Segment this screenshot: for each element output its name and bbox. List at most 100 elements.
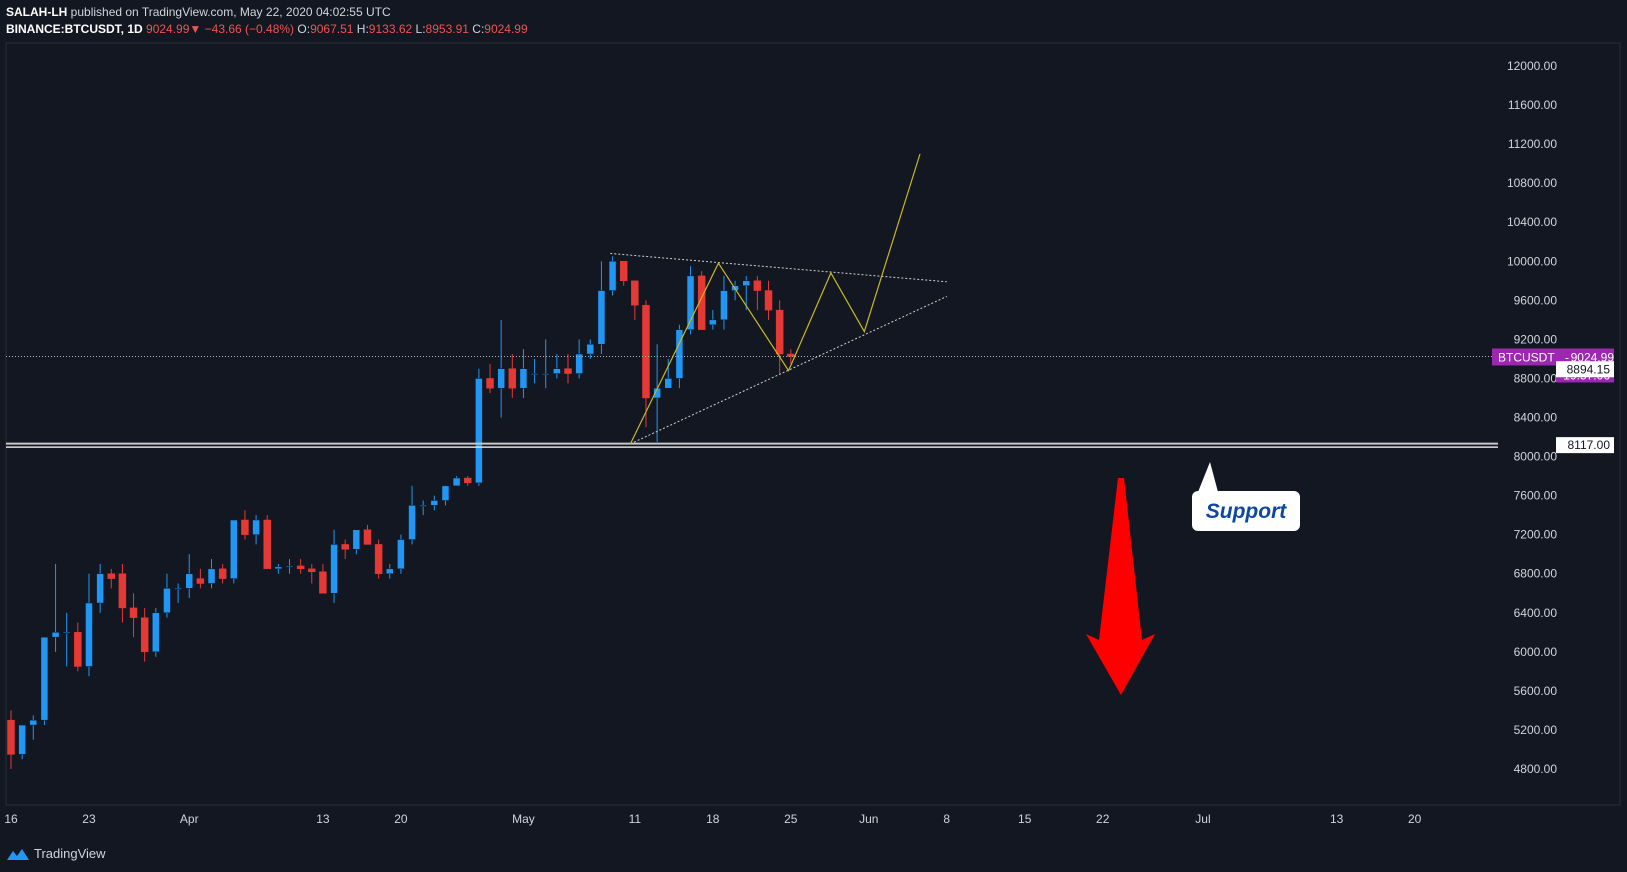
candle-body xyxy=(263,519,271,570)
candle xyxy=(185,554,193,599)
candle-body xyxy=(430,500,439,506)
candle xyxy=(486,363,494,394)
candle-body xyxy=(597,290,606,345)
candle xyxy=(363,524,372,545)
candle-body xyxy=(252,519,260,535)
author-name[interactable]: SALAH-LH xyxy=(6,5,68,19)
candle-body xyxy=(185,573,193,589)
candle xyxy=(196,568,205,589)
y-tick-label: 10000.00 xyxy=(1507,254,1557,268)
candle-body xyxy=(51,632,60,638)
symbol-name[interactable]: BINANCE:BTCUSDT, 1D xyxy=(6,22,143,36)
candle-body xyxy=(341,544,349,550)
candle-body xyxy=(140,617,149,653)
candle-body xyxy=(664,378,673,389)
candle xyxy=(285,559,294,574)
projection-path[interactable] xyxy=(629,153,921,445)
candle xyxy=(152,607,160,657)
candle xyxy=(408,485,416,545)
candle-body xyxy=(74,632,82,667)
candle xyxy=(586,339,595,359)
support-price-badge: 8117.00 xyxy=(1556,437,1614,454)
candle xyxy=(709,310,717,330)
candle xyxy=(787,349,795,364)
candle xyxy=(74,622,82,672)
candle-body xyxy=(441,485,450,501)
footer-brand-label: TradingView xyxy=(34,846,106,861)
candle xyxy=(553,354,561,379)
y-tick-label: 8400.00 xyxy=(1514,411,1558,425)
candle xyxy=(419,500,427,516)
candle-body xyxy=(218,568,227,579)
candle-body xyxy=(686,275,695,330)
x-tick-label: 11 xyxy=(629,812,642,826)
candle-body xyxy=(319,571,327,594)
candle xyxy=(140,607,149,662)
candle-body xyxy=(85,602,93,667)
candle xyxy=(519,349,528,398)
x-tick-label: 13 xyxy=(316,812,330,826)
candle xyxy=(597,261,606,355)
candle xyxy=(163,573,171,618)
marked-price-badge: 8894.15 xyxy=(1556,361,1614,378)
close-value: 9024.99 xyxy=(484,22,528,36)
candle-body xyxy=(118,573,127,609)
candle-body xyxy=(7,719,15,755)
y-tick-label: 4800.00 xyxy=(1514,762,1558,776)
candle-body xyxy=(709,319,717,325)
price-change: −43.66 (−0.48%) xyxy=(204,22,295,36)
candle xyxy=(230,519,238,584)
down-arrow-icon[interactable] xyxy=(1086,478,1155,695)
x-tick-label: 16 xyxy=(4,812,18,826)
candle xyxy=(530,358,539,384)
x-tick-label: 20 xyxy=(1408,812,1422,826)
x-tick-label: 22 xyxy=(1096,812,1110,826)
current-price-badge-bg xyxy=(1492,348,1614,366)
wedge-upper-line[interactable] xyxy=(610,252,947,283)
candle xyxy=(40,636,49,726)
candle-body xyxy=(697,275,706,330)
candle-body xyxy=(152,612,160,653)
candle-body xyxy=(452,477,461,487)
current-price-badge[interactable]: BTCUSDT -9024.99 xyxy=(1492,348,1614,366)
x-tick-label: Jun xyxy=(859,812,878,826)
y-tick-label: 5600.00 xyxy=(1514,684,1558,698)
candle-body xyxy=(285,565,294,568)
support-price-value: 8117.00 xyxy=(1568,438,1611,452)
tradingview-logo-icon xyxy=(7,848,29,860)
candle-body xyxy=(29,719,38,726)
footer-brand[interactable]: TradingView xyxy=(6,846,106,861)
candle xyxy=(497,319,505,418)
candle-body xyxy=(363,529,372,545)
support-callout[interactable]: Support xyxy=(1192,462,1300,531)
candle xyxy=(341,539,349,560)
candle xyxy=(29,715,38,740)
x-tick-label: 15 xyxy=(1018,812,1032,826)
y-tick-label: 6400.00 xyxy=(1514,606,1558,620)
current-price-sep: - xyxy=(1565,350,1569,364)
candle xyxy=(274,563,283,574)
candle-body xyxy=(475,378,483,484)
marked-price-value: 8894.15 xyxy=(1567,362,1611,376)
candle xyxy=(319,563,327,594)
y-tick-label: 9200.00 xyxy=(1514,332,1558,346)
candle xyxy=(7,710,15,769)
candle xyxy=(107,568,116,589)
candle xyxy=(51,563,60,652)
candle-body xyxy=(386,568,394,574)
y-tick-label: 12000.00 xyxy=(1507,59,1557,73)
x-tick-label: 13 xyxy=(1330,812,1344,826)
candle-body xyxy=(463,477,472,484)
candle xyxy=(508,354,517,398)
y-tick-label: 6800.00 xyxy=(1514,567,1558,581)
candle xyxy=(475,368,483,486)
candle-body xyxy=(720,290,728,321)
candle xyxy=(330,529,338,604)
candle xyxy=(374,539,383,579)
x-tick-label: 20 xyxy=(394,812,408,826)
high-value: 9133.62 xyxy=(368,22,413,36)
candle-body xyxy=(196,578,205,584)
change-arrow-icon: ▼ xyxy=(189,22,202,36)
candle-body xyxy=(62,632,71,634)
